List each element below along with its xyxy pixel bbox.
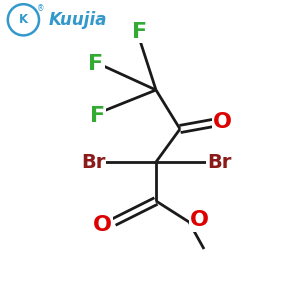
Text: O: O — [213, 112, 232, 131]
Text: ®: ® — [37, 4, 44, 13]
Text: F: F — [90, 106, 105, 125]
Text: F: F — [88, 55, 104, 74]
Text: O: O — [190, 211, 209, 230]
Text: O: O — [92, 215, 112, 235]
Text: K: K — [19, 13, 28, 26]
Text: Br: Br — [81, 152, 105, 172]
Text: Br: Br — [207, 152, 231, 172]
Text: Kuujia: Kuujia — [49, 11, 107, 29]
Text: F: F — [132, 22, 147, 41]
